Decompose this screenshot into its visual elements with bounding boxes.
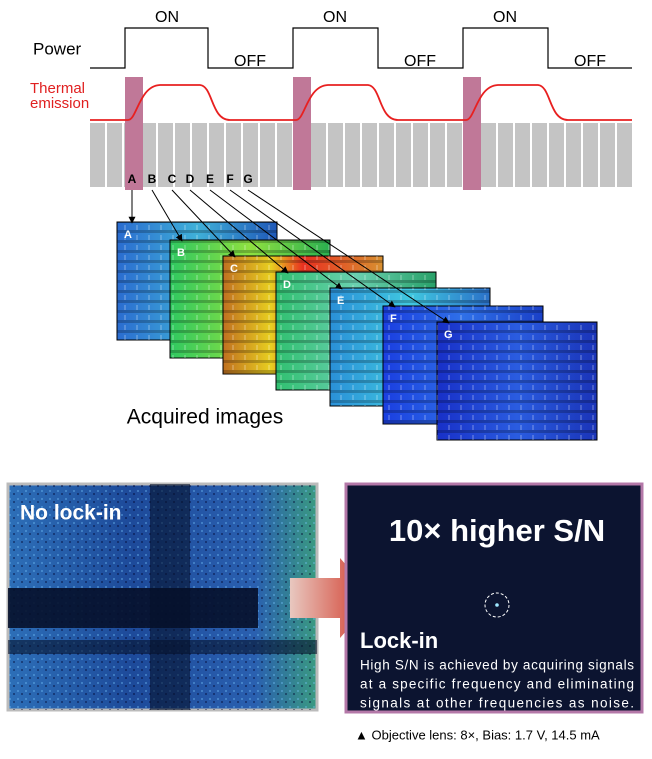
frame-bar xyxy=(379,123,394,187)
power-waveform xyxy=(90,28,632,68)
frame-bar xyxy=(396,123,411,187)
frame-bar xyxy=(566,123,581,187)
frame-bar xyxy=(532,123,547,187)
hotspot xyxy=(495,603,499,607)
frame-bar xyxy=(311,123,326,187)
acquired-caption: Acquired images xyxy=(127,406,283,429)
state-label: ON xyxy=(323,9,347,26)
dark-band xyxy=(8,640,317,654)
frame-letter: F xyxy=(226,172,233,186)
dark-band xyxy=(150,484,190,710)
frame-label: C xyxy=(230,263,238,275)
body: Power ON OFF ON OFF ON OFF Thermal emiss… xyxy=(0,0,652,759)
frame-bar xyxy=(549,123,564,187)
frame-letter: G xyxy=(243,172,252,186)
frame-letter: D xyxy=(186,172,195,186)
frame-bar xyxy=(90,123,105,187)
frame-bar xyxy=(430,123,445,187)
frame-bar xyxy=(345,123,360,187)
frame-bar xyxy=(515,123,530,187)
acquired-frames: A B C D E F G xyxy=(117,190,597,440)
frame-bar xyxy=(260,123,275,187)
state-label: ON xyxy=(155,9,179,26)
power-label: Power xyxy=(33,39,82,58)
description-line: at a specific frequency and eliminating xyxy=(360,677,634,692)
page: {"timing": {"power_label": "Power", "sta… xyxy=(0,0,652,759)
frame-label: G xyxy=(444,329,453,341)
frame-bar xyxy=(277,123,292,187)
state-label: OFF xyxy=(404,53,436,70)
diagram: Power ON OFF ON OFF ON OFF Thermal emiss… xyxy=(0,0,652,759)
frame-bar xyxy=(328,123,343,187)
pulse-frame xyxy=(293,77,311,190)
lockin-label: Lock-in xyxy=(360,628,438,653)
frame-label: B xyxy=(177,247,185,259)
frame-bar xyxy=(617,123,632,187)
frame-bar xyxy=(362,123,377,187)
dark-band xyxy=(8,588,258,628)
state-label: ON xyxy=(493,9,517,26)
frame-bar xyxy=(107,123,122,187)
state-label: OFF xyxy=(234,53,266,70)
frame-letter: E xyxy=(206,172,214,186)
frame-letter: B xyxy=(148,172,157,186)
frame-label: D xyxy=(283,279,291,291)
pulse-frame xyxy=(463,77,481,190)
frame-texture xyxy=(437,322,597,440)
description-line: High S/N is achieved by acquiring signal… xyxy=(360,658,634,673)
frame-letter: A xyxy=(128,172,137,186)
lockin-panel: 10× higher S/N Lock-in High S/N is achie… xyxy=(346,484,642,712)
description-line: signals at other frequencies as noise. xyxy=(360,696,634,711)
frame-bar xyxy=(413,123,428,187)
acquired-frame: G xyxy=(437,322,597,440)
frame-label: E xyxy=(337,295,344,307)
no-lockin-label: No lock-in xyxy=(20,502,122,525)
frame-bar xyxy=(583,123,598,187)
note: ▲ Objective lens: 8×, Bias: 1.7 V, 14.5 … xyxy=(355,727,600,742)
frame-bar xyxy=(498,123,513,187)
no-lockin-panel: No lock-in xyxy=(8,484,317,710)
thermal-curve xyxy=(90,85,632,120)
thermal-label: emission xyxy=(30,95,89,112)
frame-label: A xyxy=(124,229,132,241)
headline: 10× higher S/N xyxy=(389,513,605,548)
frame-bar xyxy=(600,123,615,187)
frame-bar xyxy=(481,123,496,187)
frame-label: F xyxy=(390,313,397,325)
state-label: OFF xyxy=(574,53,606,70)
frame-bar xyxy=(447,123,462,187)
frame-letter: C xyxy=(168,172,177,186)
